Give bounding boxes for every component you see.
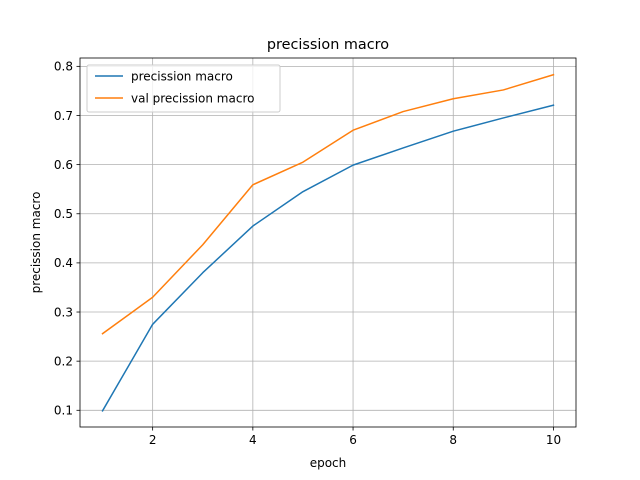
y-tick-label: 0.4 xyxy=(54,256,73,270)
x-tick-label: 6 xyxy=(349,433,357,447)
x-tick-label: 8 xyxy=(449,433,457,447)
y-tick-label: 0.2 xyxy=(54,354,73,368)
legend-label-1: precission macro xyxy=(131,69,233,83)
y-tick-label: 0.3 xyxy=(54,305,73,319)
legend-label-2: val precission macro xyxy=(131,91,254,105)
y-tick-label: 0.5 xyxy=(54,207,73,221)
x-tick-label: 4 xyxy=(249,433,257,447)
y-tick-label: 0.6 xyxy=(54,158,73,172)
x-axis-label: epoch xyxy=(310,456,347,470)
y-tick-label: 0.1 xyxy=(54,404,73,418)
legend: precission macro val precission macro xyxy=(87,65,280,112)
y-tick-label: 0.7 xyxy=(54,109,73,123)
x-tick-label: 10 xyxy=(546,433,561,447)
y-tick-label: 0.8 xyxy=(54,60,73,74)
y-axis-label: precission macro xyxy=(29,192,43,294)
x-tick-label: 2 xyxy=(149,433,157,447)
chart-title: precission macro xyxy=(267,37,389,53)
